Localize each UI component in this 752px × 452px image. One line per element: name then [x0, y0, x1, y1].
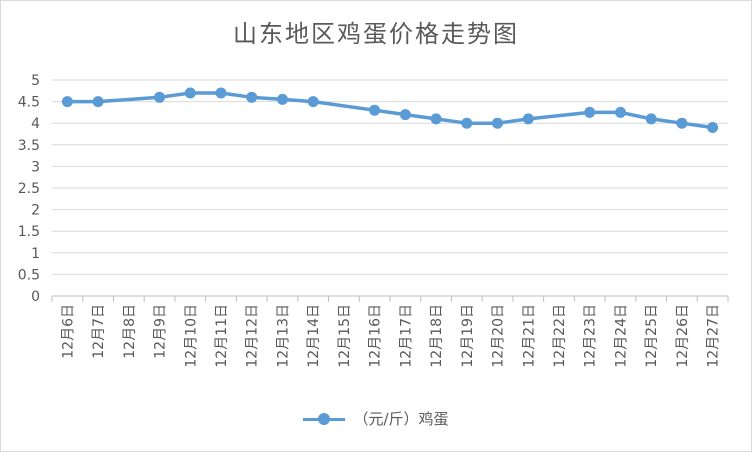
x-tick-label: 12月17日: [398, 304, 414, 368]
x-tick-label: 12月20日: [491, 304, 507, 368]
y-tick-label: 0: [31, 289, 40, 305]
y-tick-label: 3.5: [18, 138, 40, 154]
data-point: [461, 117, 473, 129]
x-tick-label: 12月6日: [60, 304, 76, 359]
x-tick-label: 12月14日: [306, 304, 322, 368]
legend-label: （元/斤）鸡蛋: [353, 410, 449, 428]
data-point: [615, 106, 626, 118]
x-tick-label: 12月12日: [245, 304, 261, 368]
data-point: [246, 91, 258, 103]
data-point: [307, 96, 319, 108]
y-tick-label: 4: [31, 116, 40, 132]
y-tick-label: 1: [31, 246, 40, 262]
x-tick-label: 12月13日: [275, 304, 291, 368]
y-tick-label: 2: [31, 203, 40, 219]
x-tick-label: 12月15日: [337, 304, 353, 368]
x-tick-label: 12月27日: [706, 304, 722, 368]
x-tick-label: 12月19日: [460, 304, 476, 368]
data-point: [584, 106, 596, 118]
x-tick-label: 12月18日: [429, 304, 445, 368]
x-tick-label: 12月16日: [368, 304, 384, 368]
data-point: [215, 87, 227, 99]
y-tick-label: 0.5: [18, 267, 40, 283]
y-tick-label: 2.5: [18, 181, 40, 197]
x-tick-label: 12月10日: [183, 304, 199, 368]
x-tick-label: 12月7日: [91, 304, 107, 359]
x-tick-label: 12月26日: [675, 304, 691, 368]
y-tick-label: 1.5: [18, 224, 40, 240]
chart-title: 山东地区鸡蛋价格走势图: [233, 20, 519, 48]
data-point: [369, 104, 381, 116]
data-point: [61, 96, 73, 108]
data-point: [676, 117, 688, 129]
data-point: [399, 109, 411, 121]
x-tick-label: 12月11日: [214, 304, 230, 368]
x-tick-label: 12月21日: [521, 304, 537, 368]
data-point: [154, 91, 165, 103]
data-point: [277, 93, 288, 105]
x-tick-label: 12月22日: [552, 304, 568, 368]
x-tick-label: 12月23日: [583, 304, 599, 368]
data-point: [430, 113, 442, 125]
data-point: [707, 122, 719, 133]
y-tick-label: 4.5: [18, 95, 40, 111]
x-tick-label: 12月8日: [122, 304, 138, 359]
data-point: [492, 117, 503, 129]
x-tick-label: 12月9日: [153, 304, 169, 359]
y-tick-label: 5: [31, 73, 40, 89]
x-tick-label: 12月25日: [644, 304, 660, 368]
data-point: [184, 87, 196, 99]
legend-marker: [303, 412, 346, 425]
x-tick-label: 12月24日: [613, 304, 629, 368]
data-point: [645, 113, 657, 125]
legend: （元/斤）鸡蛋: [0, 408, 752, 429]
data-point: [522, 113, 534, 125]
y-tick-label: 3: [31, 159, 40, 175]
data-point: [92, 96, 104, 108]
